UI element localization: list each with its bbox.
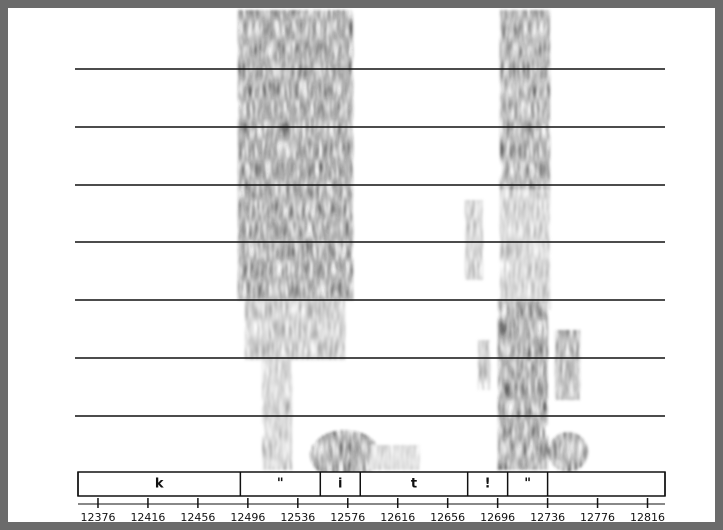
- frequency-lines: [75, 68, 665, 417]
- x-tick-label: 12736: [530, 511, 565, 524]
- x-tick-label: 12456: [180, 511, 215, 524]
- segment-label: ": [524, 477, 531, 492]
- x-tick-label: 12616: [380, 511, 415, 524]
- x-tick-label: 12376: [80, 511, 115, 524]
- x-tick-label: 12496: [230, 511, 265, 524]
- x-tick-label: 12776: [580, 511, 615, 524]
- segment-label: k: [155, 477, 164, 492]
- x-tick-label: 12696: [480, 511, 515, 524]
- segment-bar: [77, 471, 666, 497]
- segment-label: ": [277, 477, 284, 492]
- x-tick-label: 12416: [130, 511, 165, 524]
- x-tick-label: 12656: [430, 511, 465, 524]
- segment-label: t: [411, 477, 417, 492]
- energy: [238, 10, 588, 480]
- segment-label: !: [485, 477, 491, 492]
- x-tick-label: 12536: [280, 511, 315, 524]
- x-tick-label: 12576: [330, 511, 365, 524]
- x-tick-label: 12816: [630, 511, 665, 524]
- segment-label: i: [338, 477, 342, 492]
